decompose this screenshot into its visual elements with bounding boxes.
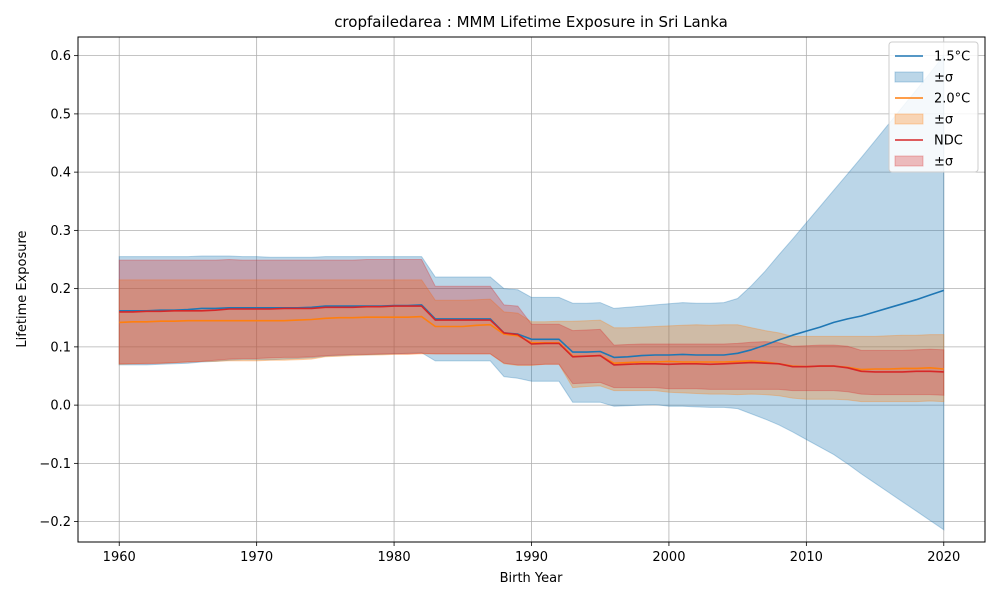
band-2-0-c [118, 279, 945, 403]
x-axis: 1960 1970 1980 1990 2000 2010 2020 [103, 542, 960, 565]
x-tick-label: 1960 [103, 550, 136, 565]
legend-patch-1-5-c [894, 71, 924, 83]
x-tick-label: 2020 [927, 550, 960, 565]
legend-patch-2-0-c [894, 113, 924, 125]
legend-patch-ndc [894, 155, 924, 167]
x-tick-label: 2000 [652, 550, 685, 565]
grid [78, 37, 985, 542]
y-tick-label: 0.3 [50, 224, 71, 239]
legend-band-label-1-5-c: ±σ [934, 71, 953, 86]
x-tick-label: 1980 [378, 550, 411, 565]
y-tick-label: 0.2 [50, 282, 71, 297]
line-ndc [119, 305, 944, 373]
legend-label-ndc: NDC [934, 134, 963, 149]
y-tick-label: 0.0 [50, 399, 71, 414]
series-lines [119, 289, 945, 373]
y-tick-label: 0.1 [50, 340, 71, 355]
legend-label-1-5-c: 1.5°C [934, 50, 970, 65]
y-axis: −0.2 −0.1 0.0 0.1 0.2 0.3 0.4 0.5 0.6 [39, 49, 78, 530]
chart-title: cropfailedarea : MMM Lifetime Exposure i… [334, 13, 728, 31]
legend-band-label-ndc: ±σ [934, 155, 953, 170]
y-tick-label: 0.5 [50, 107, 71, 122]
x-tick-label: 2010 [790, 550, 823, 565]
x-tick-label: 1990 [515, 550, 548, 565]
legend-label-2-0-c: 2.0°C [934, 92, 970, 107]
band-1-5-c [118, 54, 945, 531]
line-1-5-c [119, 289, 945, 359]
x-axis-title: Birth Year [500, 571, 564, 586]
y-tick-label: 0.4 [50, 166, 71, 181]
y-tick-label: 0.6 [50, 49, 71, 64]
y-axis-title: Lifetime Exposure [15, 230, 30, 347]
legend-band-label-2-0-c: ±σ [934, 113, 953, 128]
legend: 1.5°C ±σ 2.0°C ±σ NDC ±σ [888, 41, 979, 173]
x-tick-label: 1970 [240, 550, 273, 565]
y-tick-label: −0.1 [39, 457, 71, 472]
y-tick-label: −0.2 [39, 515, 71, 530]
